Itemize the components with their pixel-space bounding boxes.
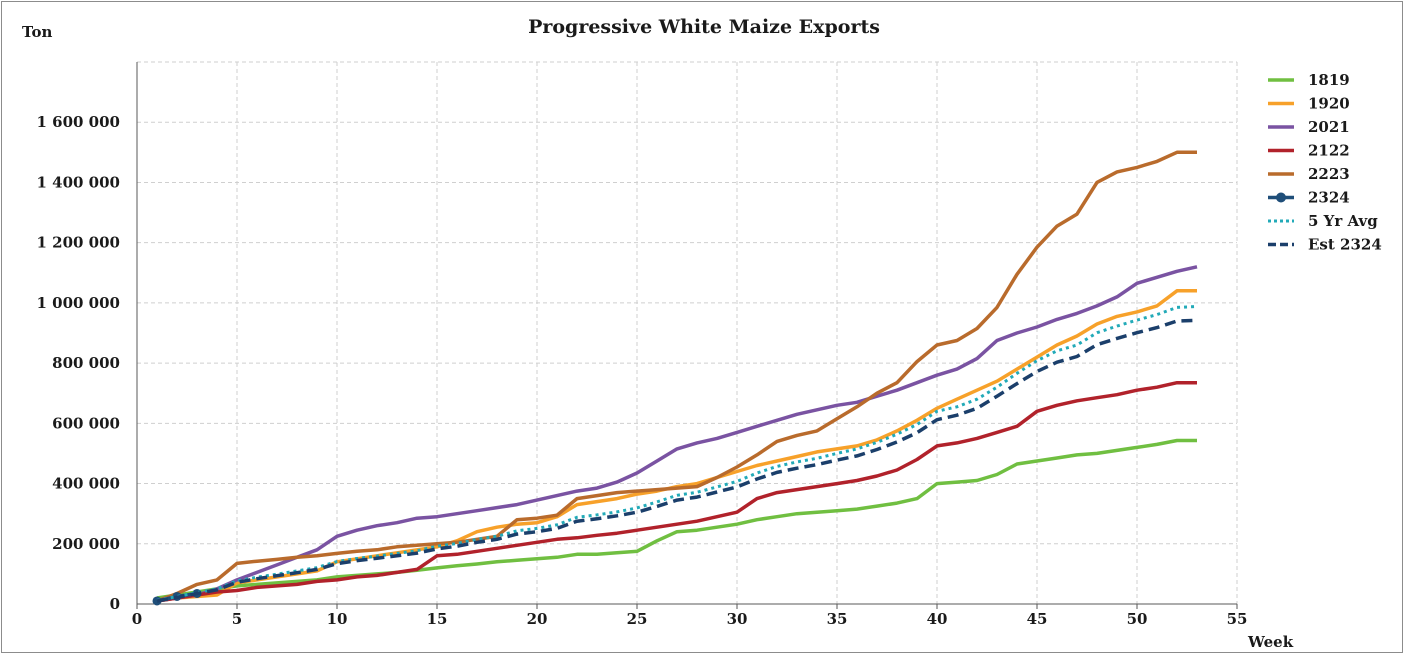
y-tick-label: 200 000 [52,535,120,553]
legend-label-est-2324: Est 2324 [1308,236,1382,254]
legend-label-1920: 1920 [1308,95,1350,113]
y-tick-label: 1 400 000 [36,173,120,191]
x-tick-label: 30 [727,610,748,628]
x-tick-label: 55 [1227,610,1248,628]
x-tick-label: 20 [527,610,548,628]
legend-label-2223: 2223 [1308,165,1350,183]
x-axis-label: Week [1247,633,1294,651]
series-line-2223 [156,150,1197,603]
series-line-est-2324 [156,318,1198,603]
y-tick-label: 1 200 000 [36,234,120,252]
x-tick-label: 5 [232,610,242,628]
axes [136,62,1238,609]
x-tick-label: 45 [1027,610,1048,628]
x-tick-label: 25 [627,610,648,628]
legend-label-2324: 2324 [1308,189,1350,207]
legend-label-2122: 2122 [1308,142,1350,160]
x-tick-label: 15 [427,610,448,628]
legend-label-2021: 2021 [1308,118,1350,136]
y-tick-label: 800 000 [52,354,120,372]
legend: 1819 1920 2021 2122 2223 2324 5 Yr Avg Est 2324 [1268,71,1382,254]
y-axis-label: Ton [22,23,52,41]
series-line-2021 [156,265,1198,603]
y-tick-label: 1 600 000 [36,113,120,131]
chart-title: Progressive White Maize Exports [528,16,880,38]
series-line-2122 [156,380,1197,603]
y-tick-label: 400 000 [52,475,120,493]
x-tick-label: 0 [132,610,142,628]
legend-label-1819: 1819 [1308,71,1350,89]
y-tick-label: 0 [110,595,120,613]
legend-label-5-yr-avg: 5 Yr Avg [1308,212,1378,230]
series-line-1819 [156,438,1197,600]
x-tick-label: 40 [927,610,948,628]
tick-labels: 0 5 10 15 20 25 30 35 40 45 50 55 0 200 000 400 000 600… [36,113,1247,628]
y-tick-label: 600 000 [52,414,120,432]
series-lines [152,150,1198,606]
x-tick-label: 10 [327,610,348,628]
legend-marker-2324 [1276,192,1286,203]
y-tick-label: 1 000 000 [36,294,120,312]
series-line-5-yr-avg [156,305,1198,602]
grid-lines [137,61,1238,604]
x-tick-label: 35 [827,610,848,628]
x-tick-label: 50 [1127,610,1148,628]
